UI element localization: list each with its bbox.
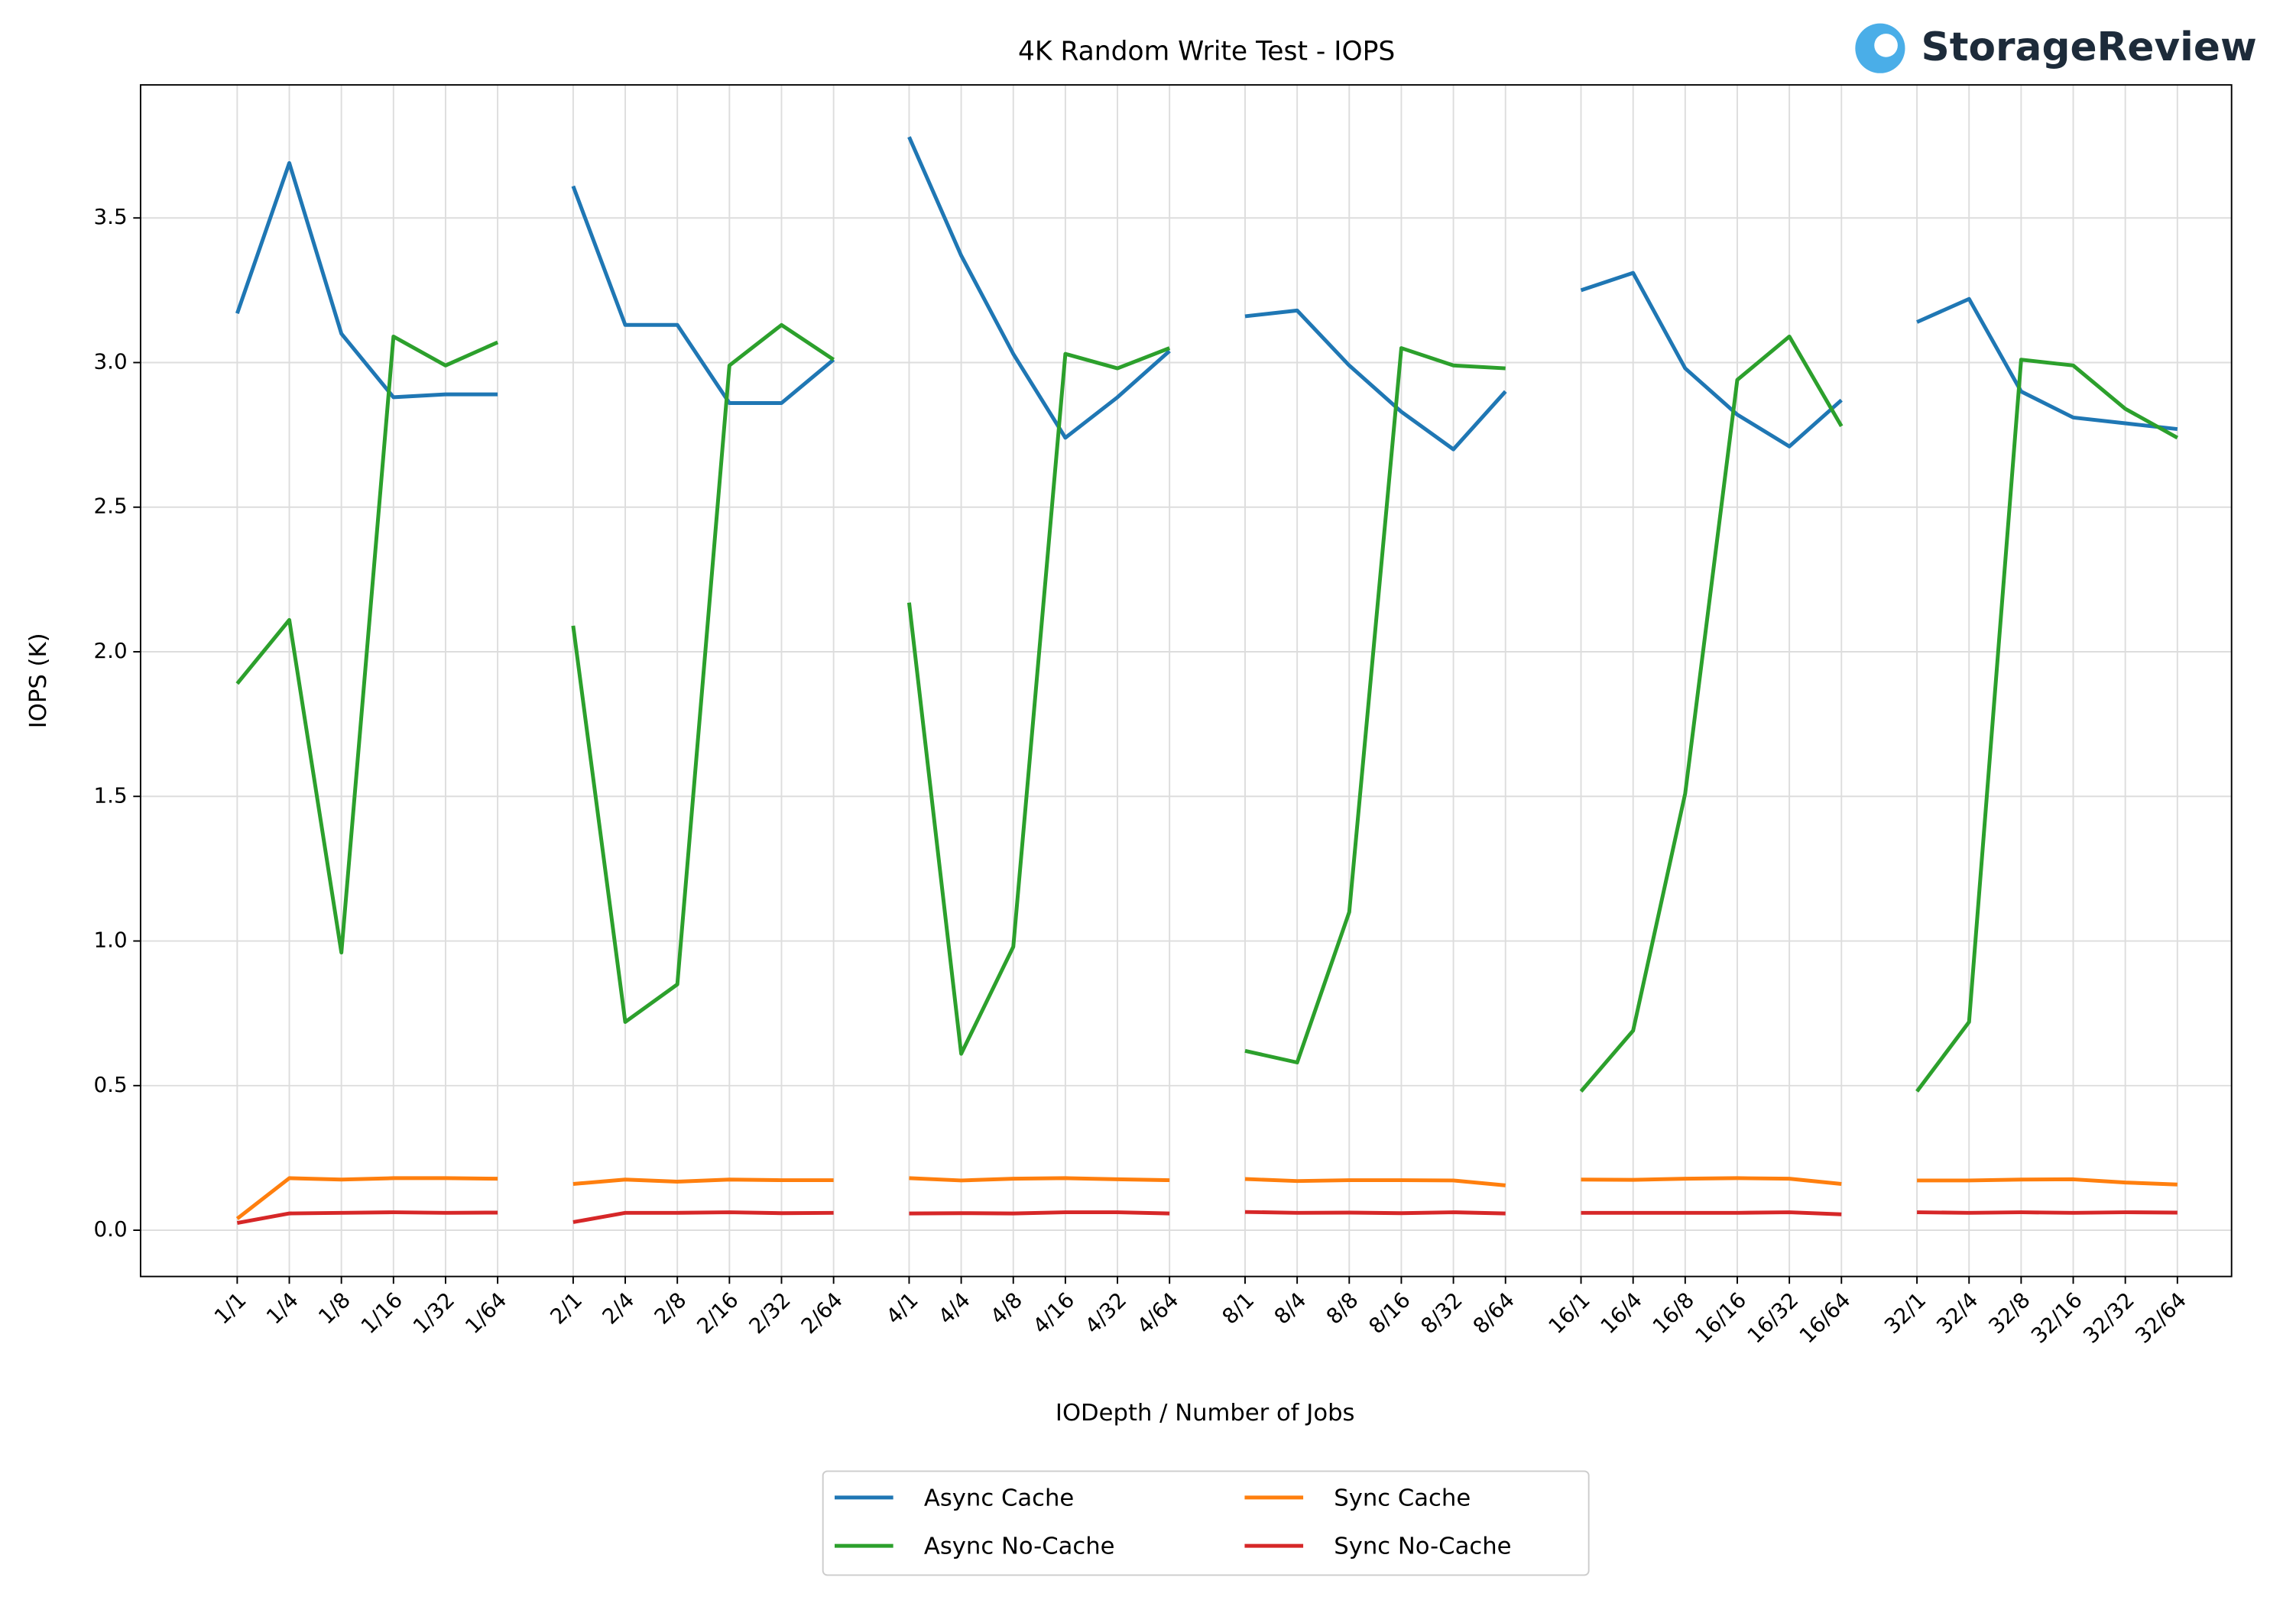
- series-line: [236, 1210, 2178, 1226]
- y-tick-label: 3.5: [94, 204, 128, 229]
- series-line: [235, 1176, 2178, 1220]
- legend-label: Sync No-Cache: [1334, 1534, 1511, 1560]
- y-tick-label: 0.5: [94, 1072, 128, 1097]
- legend-label: Async No-Cache: [924, 1534, 1115, 1560]
- y-tick-label: 2.0: [94, 638, 128, 663]
- y-axis-label: IOPS (K): [25, 633, 52, 728]
- y-tick-label: 1.5: [94, 782, 128, 808]
- chart-title: 4K Random Write Test - IOPS: [1018, 36, 1395, 66]
- plot-frame: [139, 84, 2233, 1278]
- series-line: [235, 136, 2178, 452]
- logo-icon-hole: [1874, 34, 1898, 57]
- legend-label: Sync Cache: [1334, 1485, 1471, 1511]
- y-tick-label: 1.0: [94, 928, 128, 953]
- legend-box: [822, 1470, 1590, 1576]
- logo-text: StorageReview: [1921, 24, 2257, 70]
- legend-label: Async Cache: [924, 1485, 1074, 1511]
- y-tick-label: 0.0: [94, 1216, 128, 1242]
- y-tick-label: 2.5: [94, 494, 128, 519]
- x-axis-label: IODepth / Number of Jobs: [1056, 1400, 1355, 1427]
- logo: StorageReview: [1855, 23, 2257, 73]
- y-tick-label: 3.0: [94, 348, 128, 374]
- series-line: [235, 322, 2179, 1093]
